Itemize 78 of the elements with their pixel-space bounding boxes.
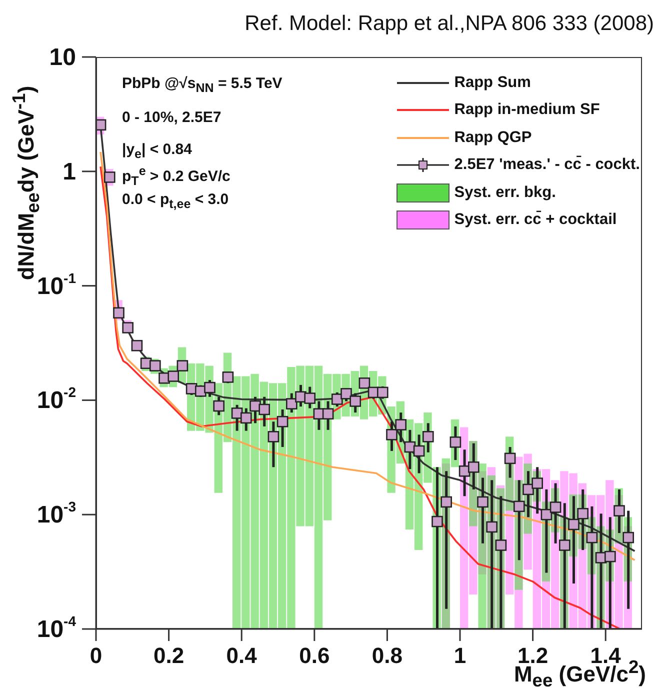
point — [240, 412, 252, 424]
annotation: 0.0 < p$_{t,ee}$ < 3.0 — [122, 191, 230, 212]
point — [577, 508, 588, 520]
point — [586, 532, 598, 544]
point — [96, 119, 106, 131]
point — [504, 452, 516, 464]
point — [432, 516, 443, 528]
point — [440, 496, 452, 508]
bar — [242, 376, 250, 629]
point — [540, 508, 552, 520]
legend-label: Rapp QGP — [454, 128, 532, 147]
point — [486, 521, 498, 533]
annotation: 0 - 10%, 2.5E7 — [122, 109, 222, 127]
y-tick-label: 10$^{-3}$ — [36, 498, 76, 528]
point — [622, 532, 634, 544]
annotation: PbPb @√s$_{NN}$ = 5.5 TeV — [122, 75, 282, 96]
point — [213, 400, 224, 412]
point — [258, 404, 270, 416]
legend-label: Syst. err. cc̄ + cocktail — [454, 211, 617, 230]
point — [413, 445, 425, 457]
bar — [260, 382, 268, 629]
bar — [232, 376, 241, 629]
point — [350, 396, 361, 407]
point — [377, 386, 388, 398]
x-tick-label: 0.4 — [226, 643, 258, 668]
point — [522, 484, 534, 496]
bar — [314, 366, 323, 629]
point — [104, 172, 116, 183]
chart-title: Ref. Model: Rapp et al.,NPA 806 333 (2008) — [244, 12, 654, 36]
point — [304, 392, 316, 404]
y-tick-label: 10 — [49, 44, 76, 70]
point — [150, 360, 161, 372]
point — [204, 382, 216, 394]
point — [468, 461, 480, 473]
point — [450, 436, 462, 448]
point — [395, 419, 406, 430]
point — [222, 372, 234, 383]
point — [322, 408, 334, 420]
x-tick-label: 0.6 — [299, 643, 330, 668]
legend-label: Rapp Sum — [454, 74, 531, 92]
point — [276, 416, 288, 428]
annotation: p$_{T}$$^{e}$ > 0.2 GeV/c — [122, 164, 232, 188]
point — [168, 370, 179, 382]
legend-label: Rapp in-medium SF — [454, 101, 600, 120]
point — [614, 505, 625, 516]
point — [231, 408, 243, 419]
y-tick-label: 10$^{-4}$ — [36, 613, 76, 642]
point — [332, 394, 343, 405]
point — [604, 550, 616, 562]
point — [568, 518, 580, 530]
point — [340, 388, 352, 400]
x-tick-label: 0 — [90, 643, 102, 668]
point — [386, 428, 398, 440]
point — [286, 398, 298, 410]
y-tick-label: 10$^{-1}$ — [36, 270, 76, 300]
point — [532, 478, 543, 489]
point — [422, 431, 434, 442]
legend-label: Syst. err. bkg. — [454, 184, 556, 202]
point — [514, 500, 525, 512]
x-tick-label: 1 — [454, 643, 466, 668]
point — [358, 377, 370, 389]
bar — [278, 383, 286, 629]
point — [550, 502, 562, 513]
point — [477, 496, 488, 508]
point — [559, 540, 570, 551]
bar — [287, 367, 296, 629]
point — [131, 340, 143, 352]
point — [268, 431, 280, 442]
bar — [250, 374, 259, 629]
point — [113, 307, 124, 319]
x-tick-label: 0.2 — [154, 643, 184, 668]
y-tick-label: 1 — [62, 158, 76, 185]
point — [495, 540, 507, 551]
point — [176, 360, 188, 372]
x-tick-label: 0.8 — [372, 643, 402, 668]
annotation: |y$_{e}$| < 0.84 — [122, 140, 193, 161]
legend-label: 2.5E7 'meas.' - cc̄ - cockt. — [454, 156, 640, 174]
y-tick-label: 10$^{-2}$ — [36, 384, 76, 414]
